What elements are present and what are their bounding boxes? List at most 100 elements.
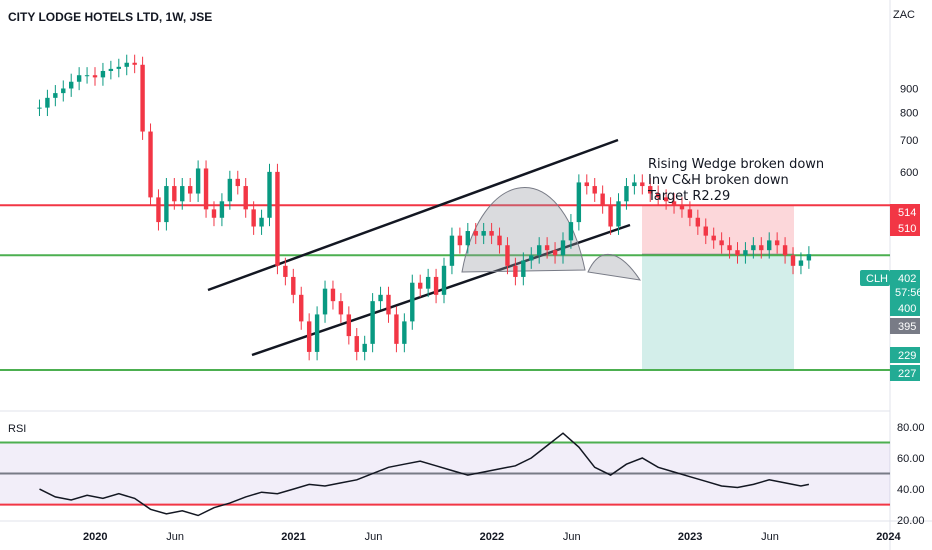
candle bbox=[521, 260, 526, 277]
candle bbox=[53, 93, 58, 98]
candle bbox=[354, 336, 359, 352]
candle bbox=[640, 182, 645, 187]
candle bbox=[259, 217, 264, 227]
candle bbox=[330, 288, 336, 302]
candle bbox=[719, 240, 724, 246]
candle bbox=[227, 178, 233, 202]
candle bbox=[751, 245, 756, 251]
candle bbox=[465, 231, 471, 246]
candle bbox=[687, 209, 693, 218]
x-tick-label: 2020 bbox=[83, 531, 107, 543]
y-tick-label: 800 bbox=[900, 108, 918, 120]
candle bbox=[632, 182, 637, 187]
annotation-text: Target R2.29 bbox=[647, 189, 730, 204]
price-badge-label: 227 bbox=[898, 368, 916, 380]
candle bbox=[92, 75, 98, 78]
price-badge-label: 510 bbox=[898, 223, 916, 235]
price-badge-label: 395 bbox=[898, 321, 916, 333]
candle bbox=[45, 97, 50, 108]
x-tick-label: Jun bbox=[166, 531, 184, 543]
candle bbox=[211, 209, 217, 218]
candle bbox=[243, 186, 248, 210]
candle bbox=[402, 321, 407, 344]
candle bbox=[497, 235, 502, 246]
rsi-tick-label: 40.00 bbox=[897, 484, 925, 496]
candle bbox=[703, 226, 708, 236]
candle bbox=[124, 62, 129, 67]
candle bbox=[203, 168, 209, 210]
candle bbox=[116, 66, 121, 69]
rsi-line bbox=[39, 432, 810, 517]
candle bbox=[592, 186, 597, 194]
x-tick-label: 2022 bbox=[480, 531, 504, 543]
price-badge bbox=[890, 220, 920, 236]
x-tick-label: 2023 bbox=[678, 531, 702, 543]
chart-title: CITY LODGE HOTELS LTD, 1W, JSE bbox=[8, 10, 212, 24]
candle bbox=[291, 276, 296, 295]
rsi-tick-label: 80.00 bbox=[897, 422, 925, 434]
candle bbox=[735, 250, 740, 256]
y-tick-label: 600 bbox=[900, 167, 918, 179]
last-price-badge bbox=[890, 270, 920, 300]
candle bbox=[346, 314, 352, 337]
candle bbox=[69, 81, 74, 89]
rsi-title: RSI bbox=[8, 423, 26, 435]
candle bbox=[235, 178, 240, 187]
candle bbox=[156, 197, 161, 223]
candle bbox=[616, 201, 621, 227]
candle bbox=[267, 171, 272, 218]
candle bbox=[568, 222, 574, 241]
candle bbox=[608, 205, 613, 227]
candle bbox=[108, 68, 114, 71]
candle bbox=[767, 240, 772, 251]
candle bbox=[322, 288, 328, 315]
candle bbox=[774, 240, 780, 246]
candle bbox=[759, 245, 764, 251]
candle bbox=[648, 186, 653, 194]
price-badge bbox=[890, 347, 920, 363]
annotation-text: Inv C&H broken down bbox=[648, 173, 789, 188]
rsi-tick-label: 20.00 bbox=[897, 515, 925, 527]
annotation-text: Rising Wedge broken down bbox=[648, 157, 824, 172]
candle bbox=[433, 276, 439, 295]
x-tick-label: Jun bbox=[761, 531, 779, 543]
candle bbox=[299, 294, 304, 322]
candle bbox=[695, 217, 701, 227]
candle bbox=[473, 231, 478, 236]
candle bbox=[84, 75, 90, 77]
candle bbox=[663, 197, 669, 202]
candle bbox=[671, 201, 677, 206]
candle bbox=[481, 231, 486, 236]
candle bbox=[251, 209, 256, 227]
candle bbox=[806, 254, 812, 261]
candle bbox=[410, 282, 415, 322]
price-badge bbox=[890, 204, 920, 220]
handle-shape bbox=[587, 254, 642, 281]
candle bbox=[187, 186, 193, 194]
candle bbox=[132, 62, 137, 65]
candle bbox=[513, 265, 518, 277]
countdown-label: 57:56 bbox=[895, 287, 923, 299]
candle bbox=[172, 186, 177, 202]
price-badge bbox=[890, 300, 920, 316]
price-badge-label: 514 bbox=[898, 207, 916, 219]
candle bbox=[100, 70, 106, 78]
candle bbox=[338, 301, 344, 315]
candle bbox=[425, 276, 431, 289]
candle bbox=[195, 168, 201, 194]
symbol-label: CLH bbox=[866, 273, 888, 285]
candle bbox=[679, 205, 685, 210]
candle bbox=[552, 250, 558, 256]
candle bbox=[219, 201, 225, 218]
candle bbox=[457, 235, 463, 246]
candle bbox=[441, 265, 447, 295]
candle bbox=[61, 88, 66, 94]
candle bbox=[148, 131, 153, 198]
candle bbox=[306, 321, 312, 352]
candle bbox=[600, 193, 605, 206]
candle bbox=[798, 260, 804, 266]
candle bbox=[576, 182, 582, 223]
y-tick-label: 700 bbox=[900, 135, 918, 147]
price-badge-label: 229 bbox=[898, 350, 916, 362]
